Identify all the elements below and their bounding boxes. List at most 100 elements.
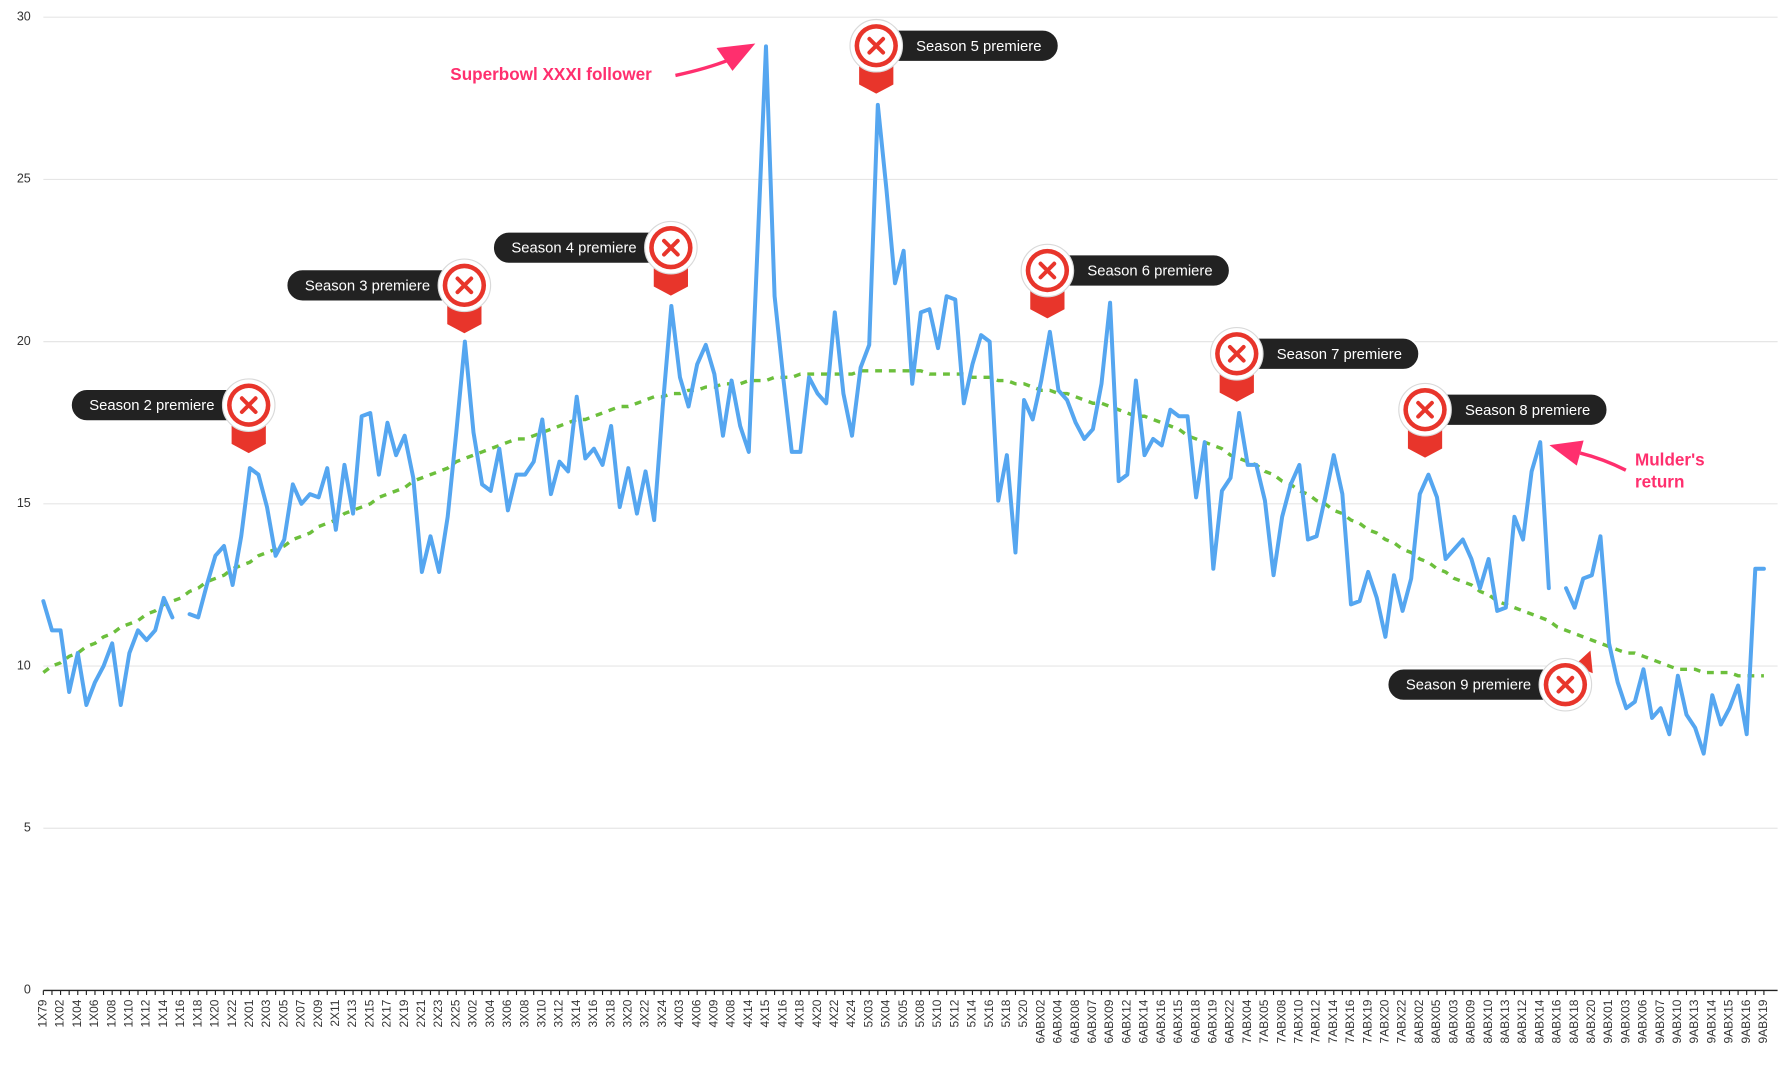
premiere-balloon: Season 8 premiere <box>1398 382 1609 458</box>
ratings-line <box>187 44 1551 639</box>
x-tick-label: 9ABX10 <box>1670 999 1684 1043</box>
x-tick-label: 8ABX16 <box>1550 999 1564 1043</box>
x-tick-label: 1X04 <box>70 999 84 1027</box>
arrow <box>675 57 731 78</box>
premiere-balloon: Season 5 premiere <box>849 18 1060 94</box>
x-tick-label: 4X14 <box>741 999 755 1027</box>
x-tick-label: 2X23 <box>431 999 445 1027</box>
x-tick-label: 5X16 <box>982 999 996 1027</box>
x-tick-label: 5X04 <box>879 999 893 1027</box>
x-tick-label: 4X08 <box>724 999 738 1027</box>
x-tick-label: 2X17 <box>380 999 394 1027</box>
balloon-x <box>1038 261 1057 280</box>
x-tick-label: 6ABX14 <box>1137 999 1151 1043</box>
y-tick-label: 25 <box>17 172 31 186</box>
x-tick-label: 3X10 <box>534 999 548 1027</box>
x-tick-label: 8ABX02 <box>1412 999 1426 1043</box>
x-tick-label: 6ABX08 <box>1068 999 1082 1043</box>
x-tick-label: 8ABX20 <box>1584 999 1598 1043</box>
x-tick-label: 2X21 <box>414 999 428 1027</box>
x-tick-label: 3X18 <box>603 999 617 1027</box>
y-tick-label: 15 <box>17 496 31 510</box>
balloon-label: Season 7 premiere <box>1277 347 1402 363</box>
x-tick-label: 3X12 <box>552 999 566 1027</box>
x-tick-label: 2X19 <box>397 999 411 1027</box>
x-tick-label: 7ABX04 <box>1240 999 1254 1043</box>
x-tick-label: 5X18 <box>999 999 1013 1027</box>
x-tick-label: 6ABX16 <box>1154 999 1168 1043</box>
x-tick-label: 6ABX04 <box>1051 999 1065 1043</box>
premiere-balloon: Season 2 premiere <box>70 378 276 454</box>
x-tick-label: 8ABX12 <box>1515 999 1529 1043</box>
x-tick-label: 2X15 <box>362 999 376 1027</box>
x-tick-label: 3X04 <box>483 999 497 1027</box>
x-tick-label: 5X03 <box>861 999 875 1027</box>
ratings-line <box>41 595 175 707</box>
x-tick-label: 5X10 <box>930 999 944 1027</box>
x-tick-label: 9ABX15 <box>1722 999 1736 1043</box>
x-tick-label: 2X01 <box>242 999 256 1027</box>
arrow-head <box>716 43 756 71</box>
x-tick-label: 9ABX16 <box>1739 999 1753 1043</box>
x-tick-label: 1X10 <box>122 999 136 1027</box>
x-tick-label: 7ABX22 <box>1395 999 1409 1043</box>
x-tick-label: 8ABX05 <box>1429 999 1443 1043</box>
grid: 0 5 10 15 20 25 30 <box>17 10 1778 997</box>
x-tick-label: 4X03 <box>672 999 686 1027</box>
x-tick-label: 9ABX19 <box>1756 999 1770 1043</box>
x-tick-label: 4X15 <box>758 999 772 1027</box>
annotation-text: Superbowl XXXI follower <box>450 65 652 84</box>
annotation-mulder: Mulder's return <box>1549 440 1705 492</box>
x-tick-label: 3X02 <box>466 999 480 1027</box>
annotation-superbowl: Superbowl XXXI follower <box>450 43 756 84</box>
balloon-x <box>1227 344 1246 363</box>
x-tick-label: 7ABX14 <box>1326 999 1340 1043</box>
x-tick-label: 5X14 <box>965 999 979 1027</box>
premiere-balloon: Season 7 premiere <box>1209 326 1420 402</box>
x-tick-label: 7ABX10 <box>1292 999 1306 1043</box>
x-tick-label: 2X03 <box>259 999 273 1027</box>
x-tick-label: 5X20 <box>1016 999 1030 1027</box>
x-tick-label: 5X08 <box>913 999 927 1027</box>
y-tick-label: 5 <box>24 821 31 835</box>
x-tick-label: 6ABX15 <box>1171 999 1185 1043</box>
x-tick-label: 5X05 <box>896 999 910 1027</box>
premiere-balloon: Season 6 premiere <box>1020 243 1231 319</box>
x-tick-label: 7ABX08 <box>1274 999 1288 1043</box>
balloons: Season 2 premiere Season 3 premiere Season… <box>70 18 1609 712</box>
y-tick-label: 20 <box>17 334 31 348</box>
balloon-label: Season 3 premiere <box>305 278 430 294</box>
x-tick-label: 9ABX01 <box>1601 999 1615 1043</box>
x-tick-label: 9ABX13 <box>1687 999 1701 1043</box>
x-tick-label: 4X18 <box>793 999 807 1027</box>
y-tick-label: 0 <box>24 983 31 997</box>
balloon-x <box>867 36 886 55</box>
x-tick-label: 1X06 <box>87 999 101 1027</box>
x-tick-label: 7ABX20 <box>1378 999 1392 1043</box>
x-tick-label: 1X14 <box>156 999 170 1027</box>
x-tick-label: 4X22 <box>827 999 841 1027</box>
x-tick-label: 3X08 <box>517 999 531 1027</box>
x-tick-label: 4X06 <box>689 999 703 1027</box>
x-tick-label: 3X16 <box>586 999 600 1027</box>
x-tick-label: 1X20 <box>208 999 222 1027</box>
x-tick-label: 1X18 <box>190 999 204 1027</box>
x-tick-label: 6ABX19 <box>1205 999 1219 1043</box>
balloon-x <box>662 238 680 257</box>
x-tick-label: 9ABX03 <box>1618 999 1632 1043</box>
x-tick-label: 3X22 <box>638 999 652 1027</box>
x-tick-label: 8ABX03 <box>1446 999 1460 1043</box>
x-tick-label: 3X24 <box>655 999 669 1027</box>
annotation-box: Mulder's return <box>1635 451 1705 492</box>
premiere-balloon: Season 3 premiere <box>285 258 492 334</box>
premiere-balloon: Season 9 premiere <box>1386 650 1593 712</box>
x-tick-label: 7ABX12 <box>1309 999 1323 1043</box>
x-tick-label: 2X07 <box>294 999 308 1027</box>
balloon-label: Season 6 premiere <box>1087 264 1212 280</box>
balloon-label: Season 5 premiere <box>916 39 1041 55</box>
balloon-x <box>455 276 474 295</box>
x-tick-label: 6ABX07 <box>1085 999 1099 1043</box>
x-tick-label: 8ABX10 <box>1481 999 1495 1043</box>
x-axis: 1X79 1X02 1X04 1X06 1X08 1X10 1X12 1X14 1X16 1X18… <box>36 990 1770 1043</box>
